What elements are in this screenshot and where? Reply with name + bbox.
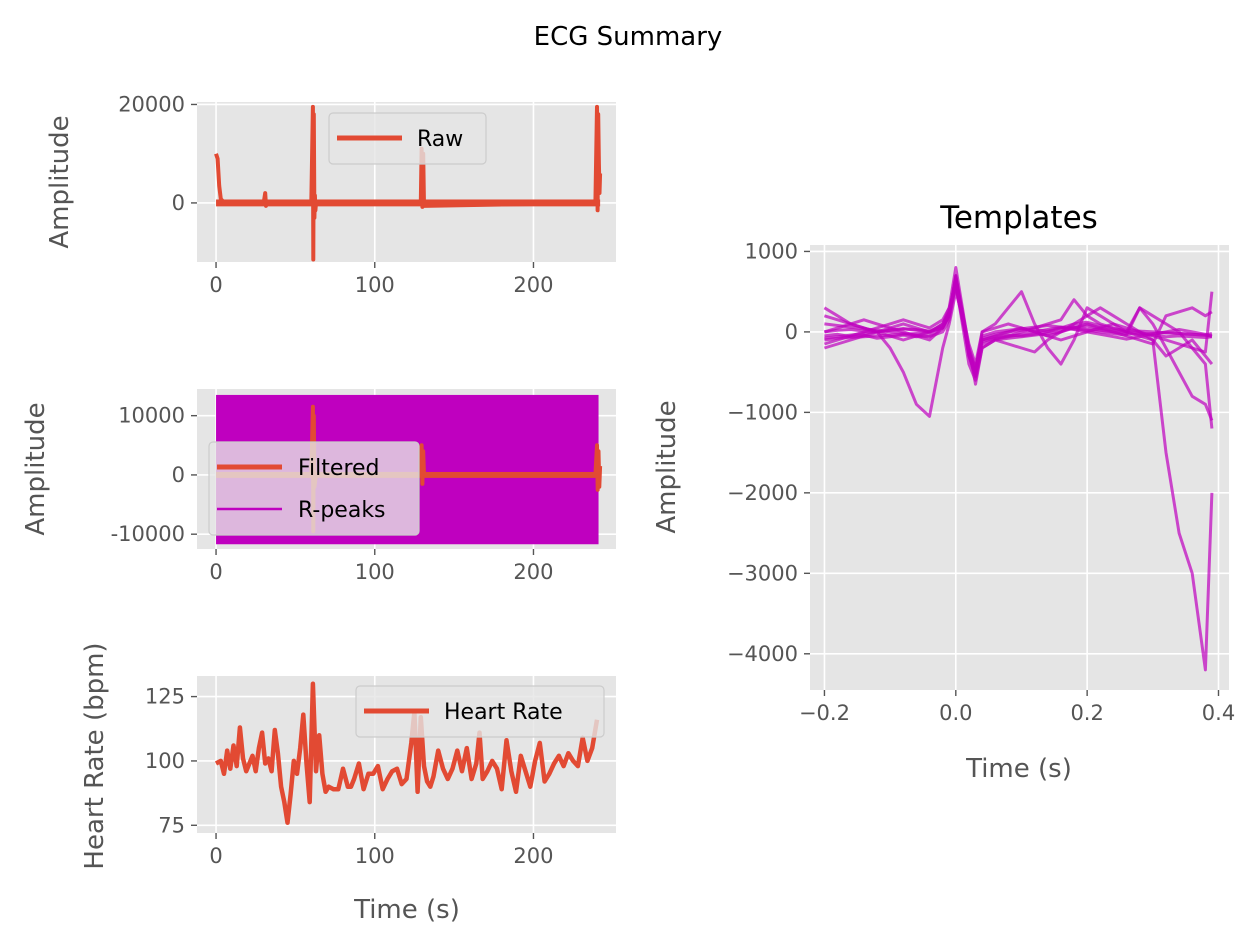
raw-ylabel: Amplitude — [45, 115, 75, 248]
filtered-ylabel: Amplitude — [21, 402, 51, 535]
hr-xtick-label: 200 — [513, 844, 553, 868]
raw-ytick-label: 20000 — [118, 92, 185, 116]
raw-legend-box — [328, 112, 487, 165]
hr-ylabel: Heart Rate (bpm) — [80, 642, 110, 869]
templates-xlabel: Time (s) — [965, 754, 1072, 784]
templates-ytick-label: −4000 — [727, 642, 798, 666]
templates-xtick-label: 0.0 — [939, 701, 972, 725]
hr-xlabel: Time (s) — [353, 895, 460, 925]
filtered-xtick-label: 0 — [209, 560, 222, 584]
filtered-legend: Filtered R-peaks — [208, 441, 420, 536]
raw-legend: Raw — [328, 112, 487, 165]
raw-xtick-label: 100 — [355, 273, 395, 297]
raw-xtick-label: 0 — [209, 273, 222, 297]
templates-ticks: −0.2 0.0 0.2 0.4 −4000 −3000 −2000 −1000 0 1000 — [727, 239, 1235, 725]
hr-xtick-label: 0 — [209, 844, 222, 868]
template-line — [824, 275, 1213, 379]
hr-ytick-label: 125 — [145, 685, 185, 709]
hr-legend-box — [355, 685, 605, 738]
templates-xtick-label: 0.4 — [1202, 701, 1235, 725]
figure-suptitle: ECG Summary — [534, 22, 723, 52]
raw-marks — [214, 104, 603, 262]
templates-ytick-label: 0 — [785, 320, 798, 344]
template-line — [823, 274, 1213, 366]
filtered-ytick-label: 10000 — [118, 404, 185, 428]
templates-panel: −0.2 0.0 0.2 0.4 −4000 −3000 −2000 −1000 0 1000 T… — [652, 200, 1235, 784]
raw-signal-panel: 0 100 200 0 20000 Amplitude Raw — [45, 92, 616, 297]
filtered-xtick-label: 200 — [513, 560, 553, 584]
templates-xtick-label: 0.2 — [1070, 701, 1103, 725]
template-line — [824, 282, 1214, 421]
filtered-signal-panel: 0 100 200 -10000 0 10000 Amplitude Filtered R… — [21, 389, 616, 584]
filtered-ticks: 0 100 200 -10000 0 10000 — [111, 404, 554, 584]
templates-marks — [823, 266, 1214, 672]
templates-ytick-label: −2000 — [727, 481, 798, 505]
templates-plot-area — [810, 245, 1229, 690]
templates-ylabel: Amplitude — [652, 400, 682, 533]
hr-legend-label: Heart Rate — [444, 700, 563, 725]
hr-legend: Heart Rate — [355, 685, 605, 738]
hr-marks — [214, 681, 600, 825]
filtered-legend-label: Filtered — [298, 456, 380, 481]
templates-ytick-label: 1000 — [745, 239, 798, 263]
hr-ytick-label: 100 — [145, 749, 185, 773]
templates-xtick-label: −0.2 — [799, 701, 850, 725]
hr-series-line — [214, 681, 600, 825]
raw-ytick-label: 0 — [172, 191, 185, 215]
raw-ticks: 0 100 200 0 20000 — [118, 92, 553, 297]
hr-ticks: 0 100 200 75 100 125 — [145, 685, 554, 868]
filtered-xtick-label: 100 — [355, 560, 395, 584]
template-line — [823, 290, 1214, 429]
templates-ytick-label: −3000 — [727, 561, 798, 585]
raw-series-line — [214, 104, 603, 262]
hr-ytick-label: 75 — [158, 813, 185, 837]
rpeaks-legend-label: R-peaks — [298, 498, 386, 523]
hr-xtick-label: 100 — [355, 844, 395, 868]
template-line — [823, 286, 1214, 370]
filtered-ytick-label: -10000 — [111, 522, 185, 546]
heart-rate-panel: 0 100 200 75 100 125 Heart Rate (bpm) Time (s… — [80, 642, 616, 925]
raw-legend-label: Raw — [417, 127, 463, 152]
templates-ytick-label: −1000 — [727, 400, 798, 424]
raw-xtick-label: 200 — [513, 273, 553, 297]
filtered-ytick-label: 0 — [172, 463, 185, 487]
templates-title: Templates — [939, 200, 1098, 236]
